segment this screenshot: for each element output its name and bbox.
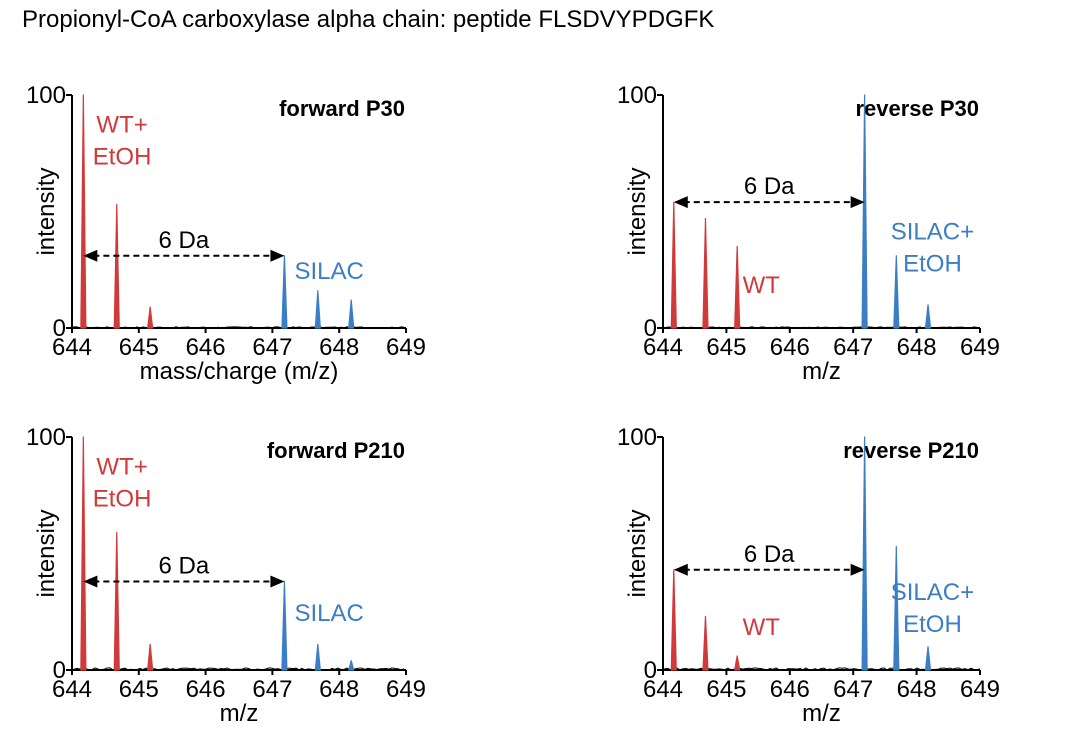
mass-shift-arrowhead-left [673,196,688,209]
light-peak [702,615,709,671]
x-tick-label: 648 [897,676,937,703]
heavy-peak [924,646,932,671]
x-tick-label: 646 [770,676,810,703]
y-axis-title: intensity [624,509,651,597]
x-tick-label: 648 [897,334,937,361]
wt-label: WT [743,272,781,299]
panel-title: reverse P210 [843,438,979,463]
heavy-peak [348,299,355,329]
x-tick-label: 647 [252,676,292,703]
x-tick-label: 647 [833,676,873,703]
x-tick-label: 644 [643,334,683,361]
y-axis-title: intensity [33,167,60,255]
silac-label: SILAC+ [891,218,974,245]
mass-shift-label: 6 Da [744,541,795,568]
heavy-peak [281,580,288,671]
light-peak [113,203,120,329]
mass-shift-arrowhead-right [850,196,865,209]
silac-label: SILAC [294,258,363,285]
light-peak [670,201,677,329]
light-peak [147,643,154,671]
y-tick-label: 100 [26,82,66,109]
y-tick-label: 100 [26,424,66,451]
light-peak [734,245,741,329]
wt-label: WT+ [96,111,147,138]
page-title: Propionyl-CoA carboxylase alpha chain: p… [22,6,715,33]
heavy-peak [281,255,288,329]
mass-shift-label: 6 Da [159,552,210,579]
light-peak [670,569,677,671]
mass-shift-arrowhead-left [83,249,98,262]
x-tick-label: 647 [252,334,292,361]
wt-label: WT [743,614,781,641]
x-tick-label: 645 [119,334,159,361]
x-tick-label: 648 [319,676,359,703]
light-peak [80,94,87,329]
x-tick-label: 649 [386,676,426,703]
x-axis-title: m/z [220,700,259,727]
light-peak [113,531,120,671]
y-tick-label: 100 [617,424,657,451]
y-tick-label: 0 [644,657,657,684]
panel-title: forward P210 [267,438,405,463]
y-tick-label: 0 [644,315,657,342]
y-tick-label: 100 [617,82,657,109]
x-axis-title: m/z [802,700,841,727]
heavy-peak [861,436,868,671]
x-tick-label: 649 [960,676,1000,703]
x-tick-label: 649 [386,334,426,361]
x-tick-label: 645 [706,334,746,361]
silac-label: EtOH [903,250,962,277]
chart-panel-4: 0 100 644 645 646 647 648 649 m/z intensity revers… [617,424,1000,727]
silac-label: SILAC+ [891,579,974,606]
heavy-peak [924,304,932,329]
wt-label: EtOH [93,143,152,170]
heavy-peak [314,643,321,671]
heavy-peak [348,660,355,671]
y-tick-label: 0 [53,315,66,342]
silac-label: EtOH [903,611,962,638]
mass-shift-arrowhead-left [83,575,98,588]
x-tick-label: 644 [52,676,92,703]
chart-panel-3: 0 100 644 645 646 647 648 649 m/z intensity forwar… [26,424,426,727]
light-peak [702,217,709,329]
x-tick-label: 646 [186,676,226,703]
light-peak [734,655,741,671]
light-peak [80,436,87,671]
chart-panel-1: 0 100 644 645 646 647 648 649 mass/charge (m/z) i… [26,82,426,385]
x-tick-label: 645 [706,676,746,703]
light-peak [147,306,154,329]
x-tick-label: 645 [119,676,159,703]
panel-title: reverse P30 [855,96,979,121]
x-tick-label: 646 [186,334,226,361]
x-tick-label: 644 [52,334,92,361]
mass-shift-label: 6 Da [159,227,210,254]
silac-label: SILAC [294,600,363,627]
y-tick-label: 0 [53,657,66,684]
heavy-peak [861,94,868,329]
heavy-peak [314,290,321,329]
y-axis-title: intensity [33,509,60,597]
x-axis-title: m/z [802,358,841,385]
x-tick-label: 648 [319,334,359,361]
x-tick-label: 646 [770,334,810,361]
wt-label: WT+ [96,453,147,480]
heavy-peak [893,255,900,329]
x-tick-label: 644 [643,676,683,703]
panel-title: forward P30 [279,96,405,121]
mass-shift-label: 6 Da [744,173,795,200]
heavy-peak [893,545,900,671]
x-tick-label: 649 [960,334,1000,361]
chart-panel-2: 0 100 644 645 646 647 648 649 m/z intensity revers… [617,82,1000,385]
x-tick-label: 647 [833,334,873,361]
mass-shift-arrowhead-right [270,575,285,588]
mass-shift-arrowhead-left [673,563,688,576]
x-axis-title: mass/charge (m/z) [140,358,339,385]
mass-shift-arrowhead-right [850,563,865,576]
y-axis-title: intensity [624,167,651,255]
mass-shift-arrowhead-right [270,249,285,262]
wt-label: EtOH [93,485,152,512]
